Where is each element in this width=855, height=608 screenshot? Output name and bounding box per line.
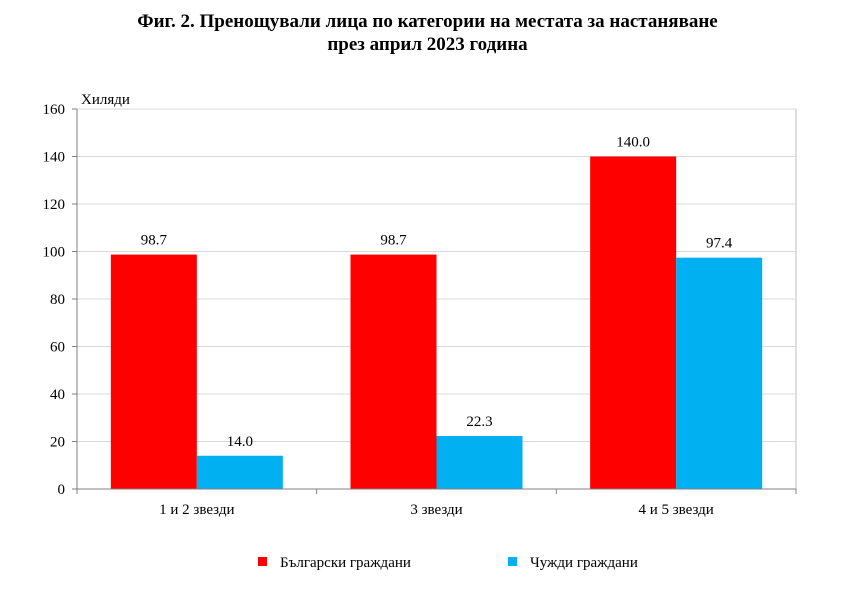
chart-title-line-2: през април 2023 година [327, 34, 528, 55]
bar-foreign-1 [436, 436, 523, 489]
legend-label: Български граждани [280, 555, 411, 571]
y-tick-label: 140 [43, 150, 66, 166]
data-label: 22.3 [466, 414, 492, 430]
y-tick-label: 100 [43, 245, 66, 261]
y-tick-label: 40 [50, 387, 65, 403]
y-tick-label: 80 [50, 292, 65, 308]
x-tick-label: 3 звезди [410, 502, 462, 518]
data-label: 14.0 [227, 434, 253, 450]
y-tick-labels: 0 20 40 60 80 100 120 140 160 [43, 102, 77, 498]
y-tick-label: 160 [43, 102, 66, 118]
data-label: 140.0 [616, 135, 650, 151]
bars-group [110, 156, 763, 489]
bar-bulgarian-2 [590, 156, 677, 489]
legend-label: Чужди граждани [530, 555, 638, 571]
x-tick-label: 1 и 2 звезди [159, 502, 234, 518]
legend-swatch [258, 557, 267, 566]
y-tick-label: 0 [58, 482, 66, 498]
data-labels-group: 98.7 98.7 140.0 14.0 22.3 97.4 [141, 135, 733, 450]
bar-bulgarian-0 [110, 254, 197, 489]
data-label: 97.4 [706, 236, 733, 252]
data-label: 98.7 [141, 233, 168, 249]
y-tick-label: 120 [43, 197, 66, 213]
y-tick-label: 60 [50, 340, 65, 356]
chart-title-line-1: Фиг. 2. Пренощували лица по категории на… [137, 11, 718, 32]
data-label: 98.7 [380, 233, 407, 249]
bar-bulgarian-1 [350, 254, 437, 489]
legend: Български граждани Чужди граждани [258, 555, 638, 571]
chart-title: Фиг. 2. Пренощували лица по категории на… [0, 10, 855, 56]
bar-foreign-2 [676, 257, 763, 489]
y-axis-label: Хиляди [81, 92, 130, 108]
y-tick-label: 20 [50, 435, 65, 451]
legend-swatch [508, 557, 517, 566]
bar-foreign-0 [196, 455, 283, 489]
x-tick-labels: 1 и 2 звезди 3 звезди 4 и 5 звезди [76, 489, 797, 518]
x-tick-label: 4 и 5 звезди [638, 502, 713, 518]
